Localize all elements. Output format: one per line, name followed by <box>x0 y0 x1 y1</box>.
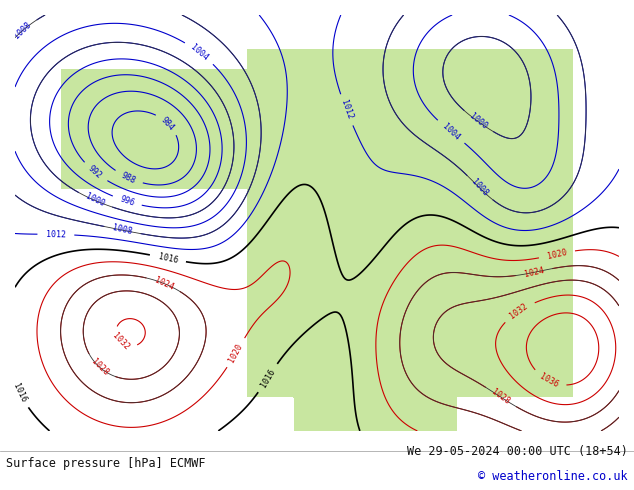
Text: 1024: 1024 <box>524 266 545 279</box>
Text: 1004: 1004 <box>441 122 462 142</box>
Text: 1008: 1008 <box>112 223 133 237</box>
Text: 1032: 1032 <box>508 302 529 321</box>
Text: 1028: 1028 <box>490 388 512 407</box>
Text: 1012: 1012 <box>46 230 66 239</box>
Text: 1024: 1024 <box>153 275 175 292</box>
Text: 1000: 1000 <box>84 192 106 209</box>
Text: 1016: 1016 <box>259 367 276 389</box>
Text: 1028: 1028 <box>89 357 110 377</box>
Text: 1036: 1036 <box>538 372 560 390</box>
Text: 984: 984 <box>160 115 176 132</box>
Text: 1016: 1016 <box>157 252 179 265</box>
Text: © weatheronline.co.uk: © weatheronline.co.uk <box>478 469 628 483</box>
Text: 988: 988 <box>120 171 137 185</box>
Text: 996: 996 <box>119 195 136 208</box>
Text: 1008: 1008 <box>470 177 490 198</box>
Text: 1020: 1020 <box>546 247 567 261</box>
Text: 1032: 1032 <box>110 332 131 352</box>
Text: Surface pressure [hPa] ECMWF: Surface pressure [hPa] ECMWF <box>6 457 206 470</box>
Text: We 29-05-2024 00:00 UTC (18+54): We 29-05-2024 00:00 UTC (18+54) <box>407 445 628 458</box>
Text: 1000: 1000 <box>468 112 489 131</box>
Text: 1016: 1016 <box>11 382 28 404</box>
Text: 1004: 1004 <box>189 43 210 63</box>
Text: 1008: 1008 <box>12 21 33 41</box>
Text: 1012: 1012 <box>339 99 354 121</box>
Text: 992: 992 <box>87 164 104 181</box>
Text: 1020: 1020 <box>228 342 245 364</box>
